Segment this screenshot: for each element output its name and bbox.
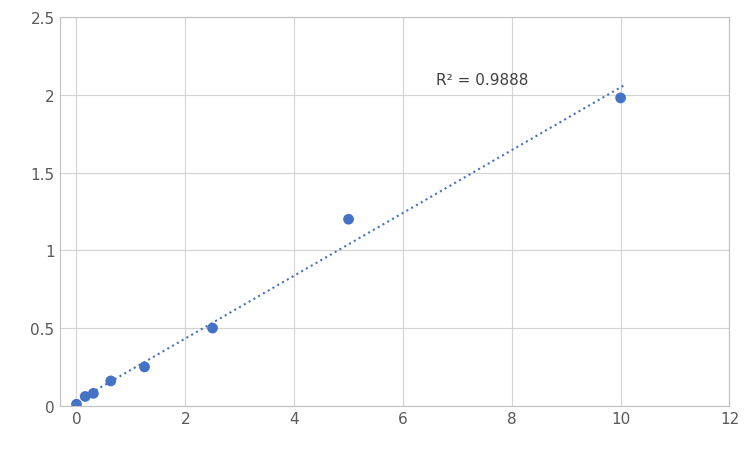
Point <box>342 216 354 223</box>
Point <box>105 377 117 385</box>
Point <box>614 95 626 102</box>
Text: R² = 0.9888: R² = 0.9888 <box>435 73 528 88</box>
Point <box>87 390 99 397</box>
Point <box>207 325 219 332</box>
Point <box>138 364 150 371</box>
Point <box>79 393 91 400</box>
Point <box>71 401 83 408</box>
